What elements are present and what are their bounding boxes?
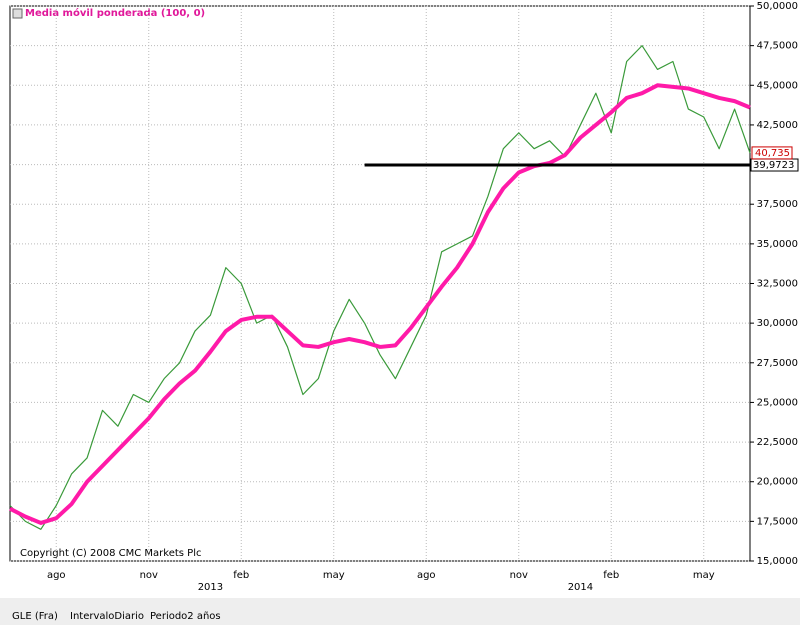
x-tick-label: ago bbox=[47, 570, 66, 581]
y-tick-label: 20,0000 bbox=[757, 477, 798, 488]
y-tick-label: 45,0000 bbox=[757, 80, 798, 91]
price-label: 40,735 bbox=[755, 148, 790, 159]
y-tick-label: 22,5000 bbox=[757, 437, 798, 448]
y-tick-label: 37,5000 bbox=[757, 199, 798, 210]
x-tick-label: may bbox=[323, 570, 345, 581]
y-tick-label: 50,0000 bbox=[757, 1, 798, 12]
legend-icon bbox=[12, 8, 23, 19]
x-tick-label: feb bbox=[233, 570, 249, 581]
price-tag bbox=[751, 146, 793, 160]
series-line bbox=[9, 83, 751, 525]
series-line bbox=[9, 45, 751, 530]
y-tick-label: 42,5000 bbox=[757, 120, 798, 131]
year-label: 2013 bbox=[198, 582, 223, 593]
x-tick-label: nov bbox=[140, 570, 158, 581]
year-label: 2014 bbox=[568, 582, 593, 593]
status-bar bbox=[0, 598, 800, 625]
legend: Media móvil ponderada (100, 0) bbox=[25, 7, 205, 19]
y-tick-label: 15,0000 bbox=[757, 556, 798, 567]
y-tick-label: 17,5000 bbox=[757, 516, 798, 527]
status-text: GLE (Fra) bbox=[12, 611, 58, 622]
y-tick-label: 30,0000 bbox=[757, 318, 798, 329]
status-text: IntervaloDiario bbox=[70, 611, 144, 622]
y-tick-label: 32,5000 bbox=[757, 279, 798, 290]
hline-label: 39,9723 bbox=[753, 160, 794, 171]
y-tick-label: 35,0000 bbox=[757, 239, 798, 250]
x-tick-label: nov bbox=[510, 570, 528, 581]
y-tick-label: 47,5000 bbox=[757, 41, 798, 52]
copyright: Copyright (C) 2008 CMC Markets Plc bbox=[20, 548, 201, 559]
y-tick-label: 27,5000 bbox=[757, 358, 798, 369]
x-tick-label: ago bbox=[417, 570, 436, 581]
status-text: Periodo2 años bbox=[150, 611, 221, 622]
y-tick-label: 25,0000 bbox=[757, 397, 798, 408]
x-tick-label: feb bbox=[603, 570, 619, 581]
x-tick-label: may bbox=[693, 570, 715, 581]
